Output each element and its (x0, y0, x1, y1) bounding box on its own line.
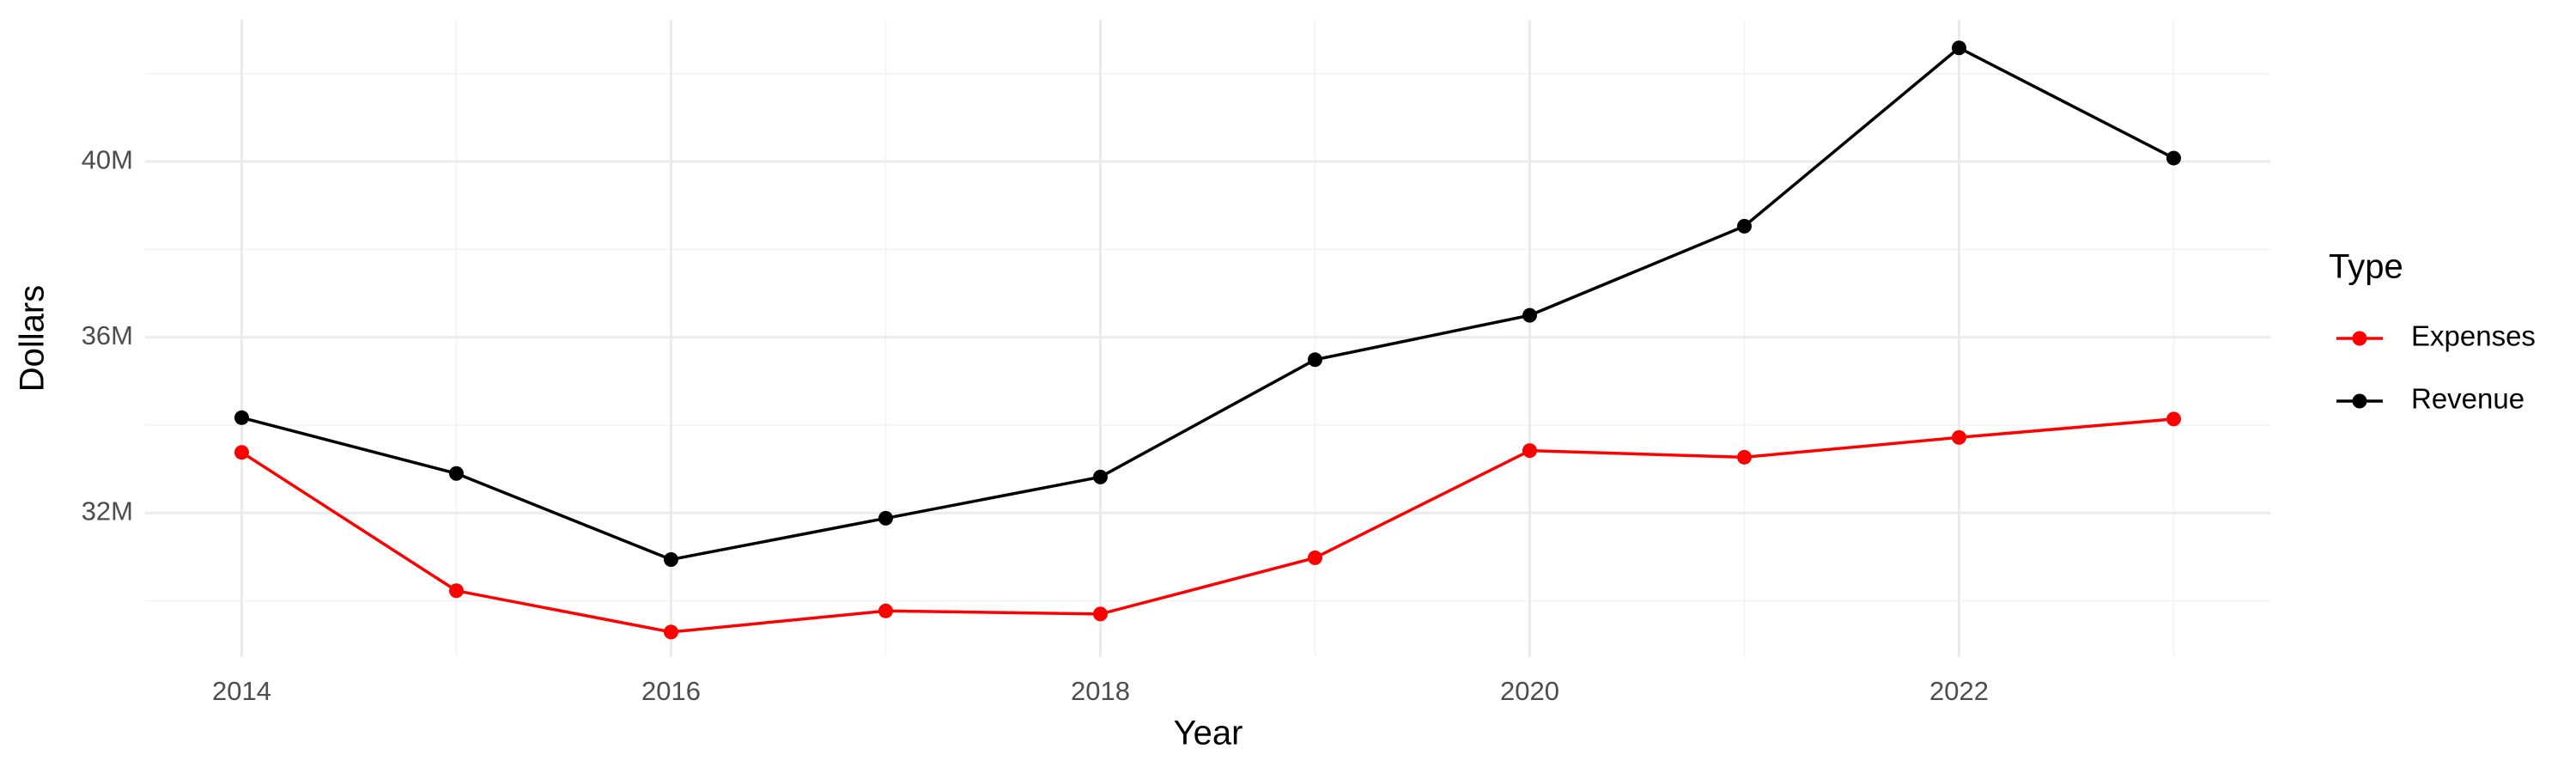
data-point (234, 410, 249, 425)
y-tick-label: 40M (82, 144, 133, 174)
data-point (878, 603, 893, 618)
series-line (241, 46, 2175, 562)
data-point (449, 583, 464, 599)
data-point (664, 551, 678, 567)
data-point (234, 445, 249, 460)
x-tick-label: 2020 (1500, 676, 1559, 706)
data-point (1522, 443, 1537, 459)
data-point (1308, 352, 1322, 368)
x-tick-label: 2018 (1071, 676, 1130, 706)
data-point (878, 510, 893, 526)
data-point (1952, 429, 1966, 445)
legend-key-point (2352, 331, 2367, 346)
x-axis-title: Year (1174, 715, 1243, 752)
data-point (1737, 449, 1752, 465)
x-tick-label: 2016 (641, 676, 701, 706)
data-point (1308, 550, 1322, 565)
data-point (2166, 411, 2181, 427)
series-line (240, 417, 2174, 634)
data-point (1093, 606, 1108, 622)
data-point (1522, 307, 1537, 323)
y-tick-label: 32M (82, 496, 133, 526)
data-point (1737, 218, 1752, 234)
data-point (1952, 40, 1966, 56)
data-point (1093, 469, 1108, 484)
data-point (449, 466, 464, 481)
legend-label: Expenses (2411, 320, 2536, 352)
data-point (2166, 150, 2181, 166)
legend-title: Type (2329, 248, 2403, 286)
x-tick-label: 2022 (1929, 676, 1989, 706)
legend-key-point (2352, 393, 2367, 409)
data-point (664, 624, 678, 640)
legend-label: Revenue (2411, 383, 2524, 415)
y-axis-title: Dollars (14, 285, 52, 392)
x-tick-label: 2014 (212, 676, 271, 706)
y-tick-label: 36M (82, 320, 133, 350)
